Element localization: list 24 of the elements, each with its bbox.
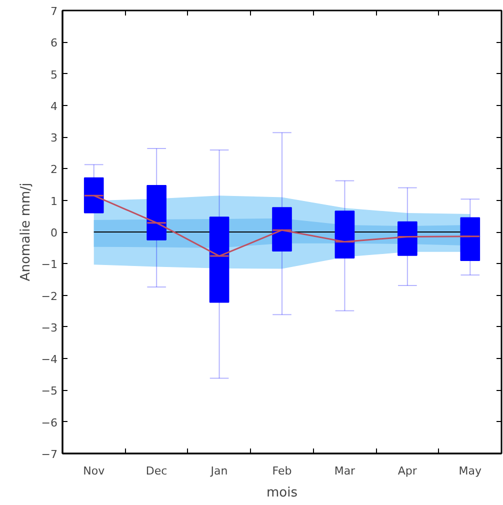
x-axis-title: mois: [266, 486, 298, 500]
y-axis-title: Anomalie mm/j: [18, 182, 34, 282]
x-tick-label: May: [458, 464, 482, 478]
y-tick-label: −6: [41, 416, 58, 430]
y-tick-label: 5: [50, 68, 58, 82]
y-tick-label: 0: [50, 226, 58, 240]
y-tick-label: −5: [41, 384, 58, 398]
y-tick-label: −1: [41, 258, 58, 272]
x-tick-label: Feb: [272, 464, 292, 478]
y-tick-label: −2: [41, 290, 58, 303]
y-tick-label: 4: [50, 100, 58, 113]
x-tick-label: Jan: [210, 464, 228, 478]
x-tick-label: Apr: [398, 464, 418, 478]
x-tick-label: Dec: [146, 464, 168, 478]
y-tick-label: 1: [50, 194, 58, 208]
x-tick-label: Mar: [334, 464, 356, 478]
y-tick-label: −7: [41, 448, 58, 461]
y-tick-label: −3: [41, 321, 58, 334]
y-tick-label: −4: [41, 353, 58, 366]
y-tick-label: 7: [50, 5, 58, 18]
y-tick-label: 2: [50, 163, 58, 176]
y-tick-label: 3: [50, 132, 58, 145]
y-tick-label: 6: [50, 36, 58, 50]
x-tick-label: Nov: [83, 464, 106, 478]
